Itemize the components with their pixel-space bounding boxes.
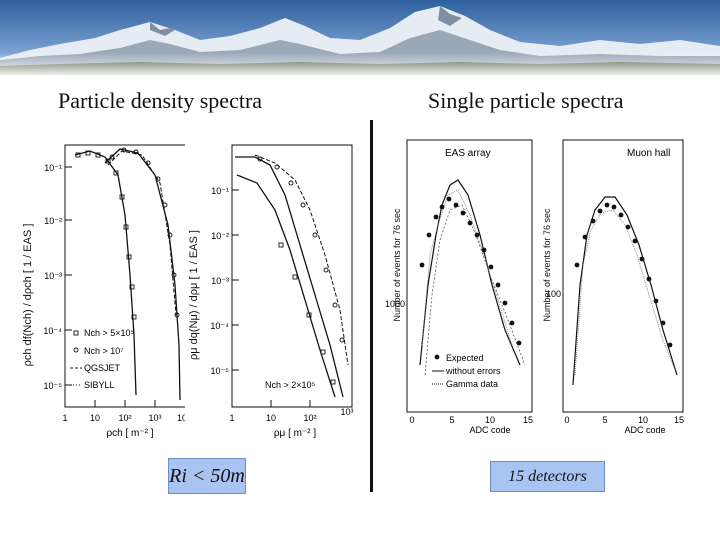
chart-eas-array: Number of events for 76 sec EAS array 10… [380, 135, 535, 435]
markers-muon-squares [278, 242, 336, 385]
xtick-eas-1: 5 [449, 415, 454, 425]
title-muon-hall: Muon hall [627, 148, 670, 159]
curve-eas-expected [419, 179, 521, 366]
ylabel-eas: Number of events for 76 sec [392, 208, 402, 322]
detectors-label: 15 detectors [508, 467, 587, 485]
plot-frame-eas [406, 139, 533, 413]
ytick-muon-1: 10⁻² [211, 231, 229, 241]
ytick-charged-0: 10⁻¹ [44, 163, 62, 173]
xtick-charged-4: 10⁴ [177, 413, 191, 423]
ytick-charged-2: 10⁻³ [44, 271, 62, 281]
xtick-muon-hall-3: 15 [674, 415, 684, 425]
legend-eas-0: Expected [446, 353, 484, 363]
points-eas [419, 196, 522, 346]
ytick-muon-4: 10⁻⁵ [211, 366, 230, 376]
xlabel-eas: ADC code [469, 425, 510, 435]
xtick-eas-3: 15 [523, 415, 533, 425]
curve-eas-gamma [421, 189, 513, 346]
plot-frame-muon-hall [562, 139, 684, 413]
legend-charged-2: QGSJET [84, 363, 121, 373]
xtick-muon-0: 1 [229, 413, 234, 423]
curve-eas-without-errors [424, 204, 526, 376]
markers-circles [109, 147, 180, 318]
mountain-photo [0, 0, 720, 75]
curve-charged-qgsjet [107, 150, 177, 316]
markers-muon-circles [257, 156, 345, 343]
ylabel-muon-hall: Number of events for 76 sec [542, 208, 552, 322]
xtick-muon-3: 10³ [340, 407, 353, 417]
ytick-charged-1: 10⁻² [44, 216, 62, 226]
ylabel-charged: ρch df(Nch) / dρch [ 1 / EAS ] [22, 224, 34, 367]
mountain-banner [0, 0, 720, 75]
radius-cut-label: Ri < 50m [169, 464, 245, 487]
chart-muon-hall: Number of events for 76 sec Muon hall 10… [535, 135, 690, 435]
heading-particle-density: Particle density spectra [58, 88, 263, 113]
xtick-muon-hall-0: 0 [564, 415, 569, 425]
markers-squares [75, 150, 137, 320]
ytick-muon-0: 10⁻¹ [211, 186, 229, 196]
xtick-muon-2: 10² [303, 413, 316, 423]
radius-cut-box: Ri < 50m [168, 458, 246, 494]
legend-eas-1: without errors [445, 366, 501, 376]
curve-muon-1 [235, 156, 344, 398]
xlabel-charged: ρch [ m⁻² ] [106, 428, 153, 439]
legend-charged-1: Nch > 10⁷ [84, 346, 124, 356]
legend-charged-3: SIBYLL [84, 380, 115, 390]
plot-frame-muon [231, 144, 353, 408]
xtick-muon-1: 10 [266, 413, 276, 423]
ytick-charged-4: 10⁻⁵ [44, 381, 63, 391]
curve-muon-hall-expected [572, 196, 678, 386]
legend-marker-square [73, 330, 79, 336]
curve-charged-squares [74, 150, 137, 396]
chart-muon-density: ρμ dq(Nμ) / dρμ [ 1 / EAS ] 10⁻¹ 10⁻² 10… [185, 135, 365, 440]
xtick-muon-hall-1: 5 [602, 415, 607, 425]
annotation-muon: Nch > 2×10⁵ [265, 380, 316, 390]
ytick-eas-0: 1000 [385, 299, 405, 309]
legend-eas-2: Gamma data [446, 379, 498, 389]
legend-marker-expected [434, 354, 440, 360]
xtick-charged-0: 1 [62, 413, 67, 423]
ytick-muon-2: 10⁻³ [211, 276, 229, 286]
legend-charged-0: Nch > 5×10⁵ [84, 328, 135, 338]
chart-charged-density: ρch df(Nch) / dρch [ 1 / EAS ] 10⁻¹ 10⁻²… [20, 135, 200, 440]
xtick-charged-1: 10 [90, 413, 100, 423]
vertical-divider [370, 120, 373, 492]
ytick-charged-3: 10⁻⁴ [43, 326, 62, 336]
xtick-eas-0: 0 [409, 415, 414, 425]
ytick-muon-hall-0: 100 [546, 289, 561, 299]
curve-muon-2 [236, 174, 336, 398]
curve-charged-circles [104, 148, 181, 401]
ytick-muon-3: 10⁻⁴ [210, 321, 229, 331]
curve-muon-hall-envelope [574, 209, 676, 376]
detectors-box: 15 detectors [490, 461, 605, 492]
xlabel-muon-hall: ADC code [624, 425, 665, 435]
legend-marker-circle [73, 347, 79, 353]
heading-single-particle: Single particle spectra [428, 88, 624, 113]
xtick-charged-2: 10² [118, 413, 131, 423]
ylabel-muon: ρμ dq(Nμ) / dρμ [ 1 / EAS ] [188, 230, 200, 360]
points-muon-hall [574, 202, 673, 348]
xtick-eas-2: 10 [485, 415, 495, 425]
curve-muon-3 [254, 154, 349, 366]
xlabel-muon: ρμ [ m⁻² ] [274, 428, 317, 439]
xtick-muon-hall-2: 10 [638, 415, 648, 425]
title-eas: EAS array [445, 148, 491, 159]
xtick-charged-3: 10³ [148, 413, 161, 423]
